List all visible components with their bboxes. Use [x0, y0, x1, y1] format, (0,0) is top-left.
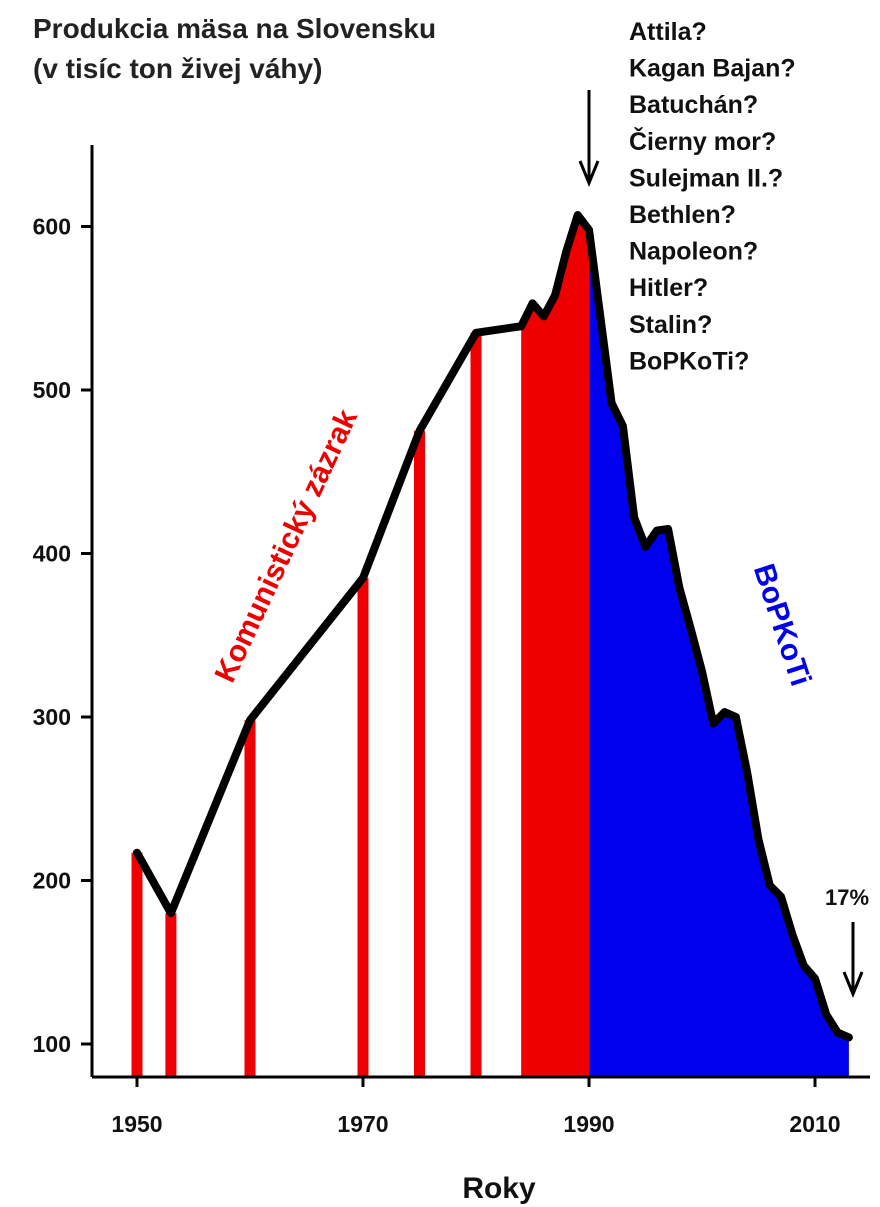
y-tick-label: 200 [33, 868, 71, 894]
y-axis-ticks: 100 200 300 400 500 600 [33, 214, 92, 1057]
data-line [133, 211, 853, 1042]
question-item: Bethlen? [629, 201, 736, 229]
chart-title-line-1: Produkcia mäsa na Slovensku [33, 13, 436, 44]
arrow-percent [842, 922, 864, 998]
x-tick-label: 2010 [789, 1111, 840, 1137]
annotation-percent: 17% [825, 885, 869, 910]
arrow-peak-head [578, 160, 600, 187]
question-item: Hitler? [629, 274, 708, 302]
red-stripe [470, 332, 482, 1077]
line-layer [133, 211, 853, 1042]
y-tick-label: 300 [33, 704, 71, 730]
red-stripe [357, 578, 369, 1077]
x-tick-label: 1990 [563, 1111, 614, 1137]
axes [90, 145, 870, 1079]
red-stripe [131, 852, 143, 1077]
x-tick-label: 1950 [111, 1111, 162, 1137]
fill-layer [521, 215, 849, 1077]
red-stripe [165, 913, 177, 1077]
question-item: Stalin? [629, 311, 712, 339]
y-tick-label: 400 [33, 541, 71, 567]
x-tick-label: 1970 [337, 1111, 388, 1137]
question-item: Attila? [629, 18, 707, 46]
area-fill-red [521, 215, 589, 1077]
chart-title-line-2: (v tisíc ton živej váhy) [33, 53, 322, 84]
question-item: Batuchán? [629, 91, 758, 119]
question-item: BoPKoTi? [629, 347, 749, 375]
question-item: Čierny mor? [629, 126, 776, 156]
arrow-percent-head [842, 971, 864, 998]
y-tick-label: 100 [33, 1031, 71, 1057]
annotation-bopkoti: BoPKoTi [747, 560, 817, 690]
arrow-peak [578, 90, 600, 187]
area-fill-blue [589, 229, 849, 1077]
question-item: Kagan Bajan? [629, 55, 796, 83]
annotation-communist: Komunistický zázrak [209, 404, 364, 687]
red-stripe [414, 430, 425, 1077]
y-tick-label: 500 [33, 377, 71, 403]
stripe-layer [131, 332, 482, 1077]
question-list: Attila? Kagan Bajan? Batuchán? Čierny mor? S… [629, 18, 796, 375]
x-axis-ticks: 1950 1970 1990 2010 [111, 1077, 841, 1137]
x-axis-title: Roky [462, 1172, 536, 1205]
y-tick-label: 600 [33, 214, 71, 240]
chart-title: Produkcia mäsa na Slovensku (v tisíc ton… [33, 13, 436, 84]
question-item: Sulejman II.? [629, 164, 783, 192]
red-stripe [244, 720, 256, 1077]
question-item: Napoleon? [629, 238, 758, 266]
arrow-layer [578, 90, 864, 998]
